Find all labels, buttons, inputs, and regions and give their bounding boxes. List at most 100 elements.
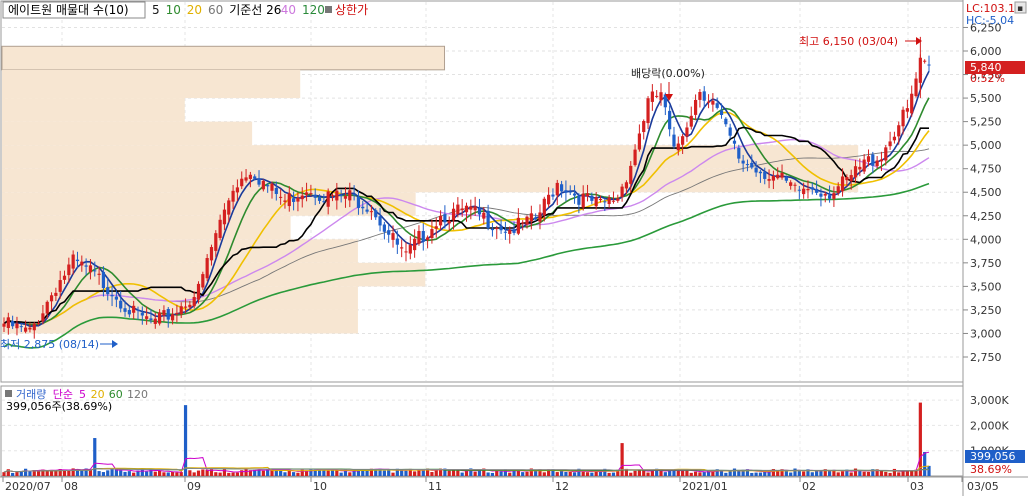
- volume-bar: [819, 470, 823, 476]
- candle-body: [231, 190, 235, 202]
- candle-body: [352, 194, 356, 196]
- candle-body: [391, 233, 395, 240]
- candle-body: [214, 233, 218, 251]
- candle-body: [508, 230, 512, 234]
- volume-profile-bar: [2, 98, 185, 122]
- candle-body: [482, 212, 486, 219]
- candle-body: [464, 205, 469, 213]
- volume-panel[interactable]: [0, 385, 964, 477]
- volume-bar: [681, 470, 685, 476]
- volume-bar: [745, 469, 750, 476]
- hc-value: HC:-5.04: [966, 14, 1014, 27]
- candle-body: [728, 127, 732, 136]
- ma-legend: 5 10 20 60 기준선 26 40 120 상한가: [152, 3, 368, 17]
- candle-body: [564, 190, 568, 193]
- volume-legend-label: 거래량: [16, 388, 46, 401]
- volume-profile-bar: [2, 69, 301, 99]
- settings-icon: ▪: [1017, 4, 1023, 14]
- candle-body: [80, 261, 84, 266]
- volume-bar: [67, 470, 71, 476]
- candle-body: [279, 196, 283, 198]
- ma-legend-label: 5: [152, 3, 160, 17]
- volume-bar: [287, 469, 291, 476]
- date-x-axis: 2020/07 08 09 10 11 12 2021/01 02 03 03/05: [2, 477, 999, 493]
- volume-bar: [378, 468, 382, 476]
- candle-body: [19, 326, 23, 328]
- candle-body: [292, 198, 296, 202]
- chart-title: 에이트원 매물대 수(10): [8, 3, 129, 17]
- volume-bar: [304, 470, 309, 476]
- candle-body: [304, 192, 309, 195]
- volume-bar: [715, 469, 719, 476]
- candle-body: [158, 312, 162, 324]
- candle-body: [581, 193, 585, 208]
- volume-bar: [365, 469, 369, 476]
- volume-bar: [348, 472, 352, 476]
- price-tick-label: 4,750: [970, 163, 1002, 176]
- candle-body: [188, 304, 192, 308]
- low-annotation: 최저 2,875 (08/14): [0, 338, 99, 351]
- volume-bar: [136, 470, 140, 476]
- volume-bar: [905, 471, 909, 476]
- candle-body: [585, 193, 590, 197]
- candle-body: [702, 91, 706, 101]
- volume-bar: [559, 470, 564, 476]
- candle-body: [486, 210, 490, 229]
- candle-body: [503, 231, 508, 233]
- volume-bar: [750, 472, 754, 476]
- candle-body: [758, 171, 763, 174]
- date-tick-label: 12: [555, 480, 569, 493]
- volume-bar: [447, 470, 451, 476]
- volume-bar: [335, 470, 339, 476]
- current-volume-pct: 38.69%: [970, 463, 1012, 476]
- volume-bar: [387, 469, 391, 476]
- candle-body: [789, 182, 793, 186]
- volume-bar: [6, 469, 10, 476]
- volume-bar: [32, 470, 36, 476]
- volume-bar: [110, 468, 114, 476]
- candle-body: [642, 120, 646, 133]
- candle-body: [369, 211, 374, 213]
- settings-button[interactable]: [1014, 1, 1027, 14]
- volume-bar: [849, 472, 853, 476]
- high-arrow-icon: [916, 37, 922, 45]
- candle-body: [862, 159, 866, 172]
- volume-bar: [655, 468, 659, 476]
- price-tick-label: 3,750: [970, 257, 1002, 270]
- candle-body: [672, 134, 676, 147]
- volume-gridlines: [2, 387, 962, 476]
- volume-bar: [776, 471, 780, 476]
- volume-bar: [464, 470, 469, 476]
- candle-body: [590, 195, 594, 201]
- volume-bar: [339, 472, 343, 476]
- candle-body: [93, 270, 97, 272]
- candle-body: [603, 201, 607, 203]
- volume-bar: [572, 472, 577, 476]
- volume-bar: [888, 472, 892, 476]
- volume-bar: [534, 470, 538, 476]
- volume-bar: [266, 469, 270, 476]
- volume-bar: [317, 468, 322, 476]
- candle-body: [512, 229, 516, 233]
- candle-body: [767, 179, 771, 181]
- volume-bar: [248, 470, 252, 476]
- volume-bar: [145, 471, 149, 476]
- volume-bar: [456, 470, 460, 476]
- volume-bar: [425, 468, 430, 476]
- candle-body: [879, 159, 884, 162]
- volume-bar: [771, 469, 775, 476]
- volume-bar: [793, 468, 797, 476]
- volume-bar: [689, 472, 693, 476]
- candle-body: [110, 294, 114, 297]
- volume-bar: [283, 472, 287, 476]
- volume-bar: [529, 468, 533, 476]
- candle-body: [797, 189, 801, 191]
- candle-body: [663, 94, 667, 108]
- volume-bar: [603, 468, 607, 476]
- candle-body: [183, 306, 188, 308]
- title-box[interactable]: [2, 1, 146, 19]
- volume-bar: [853, 468, 858, 476]
- volume-bar: [875, 469, 879, 476]
- volume-bar: [374, 469, 378, 476]
